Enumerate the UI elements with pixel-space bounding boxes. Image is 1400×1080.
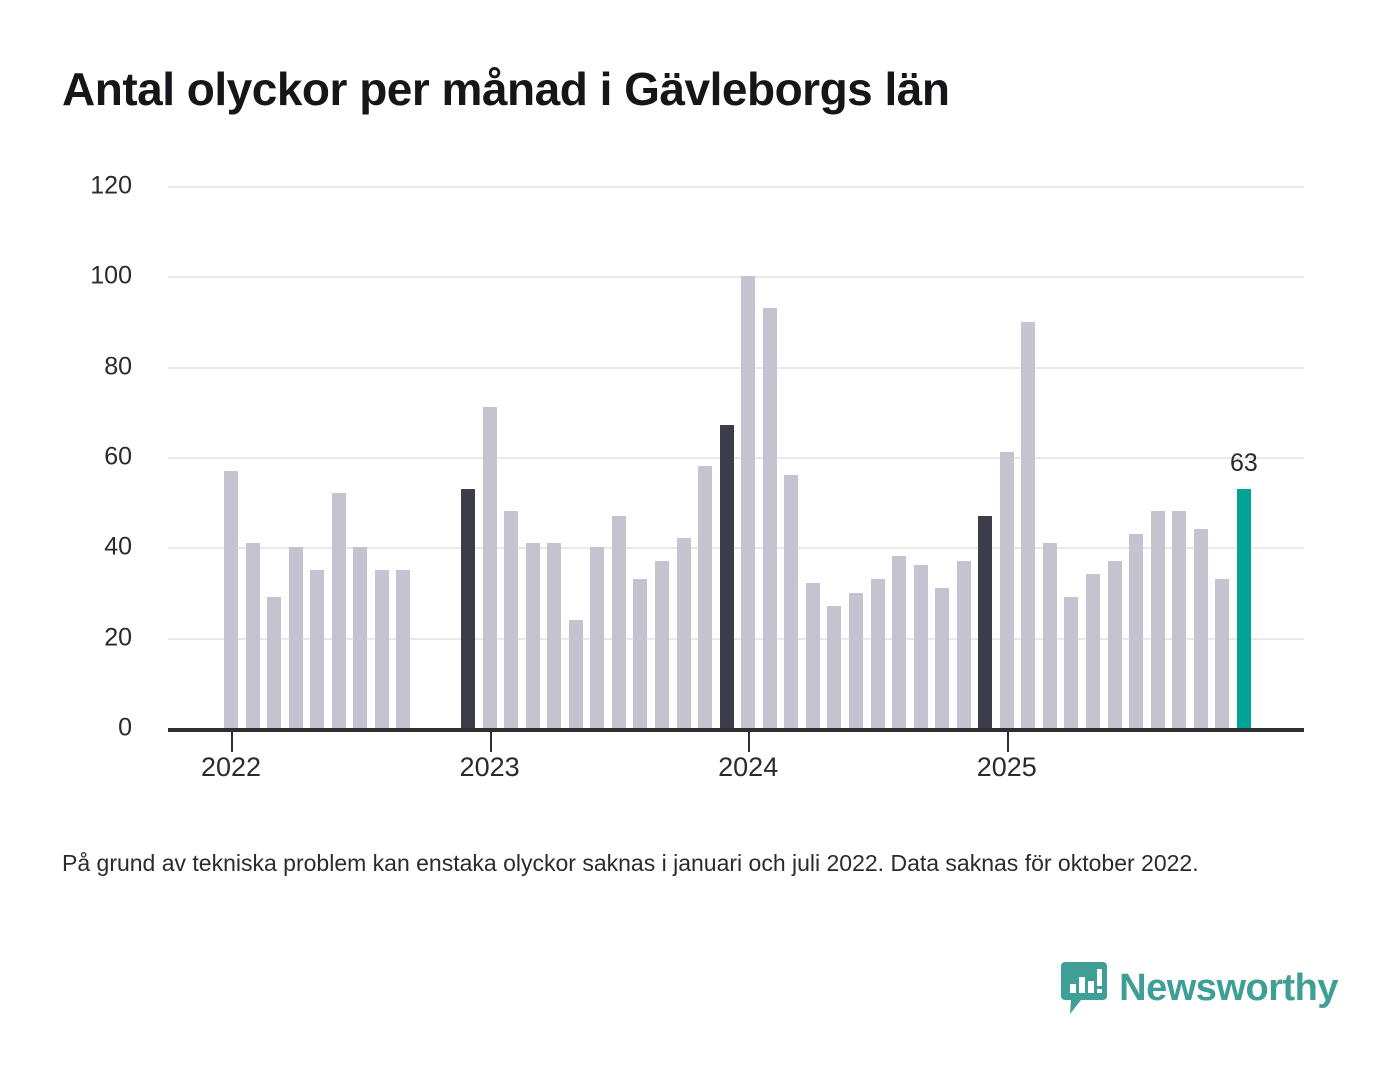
- bar[interactable]: [224, 470, 238, 728]
- y-axis-tick-label: 80: [104, 352, 132, 381]
- bar[interactable]: [590, 547, 605, 728]
- x-axis-tick-mark: [489, 732, 492, 752]
- bar[interactable]: [1107, 560, 1122, 728]
- gridline: [168, 366, 1304, 369]
- y-axis-tick-label: 20: [104, 623, 132, 652]
- bar[interactable]: [461, 488, 476, 728]
- x-axis-tick-label: 2022: [200, 752, 262, 782]
- y-axis-tick-label: 40: [104, 532, 132, 561]
- bar[interactable]: [978, 515, 993, 728]
- bars-layer: [168, 170, 1308, 728]
- bar-value-label: 63: [1229, 448, 1258, 477]
- bar[interactable]: [374, 569, 389, 728]
- newsworthy-logo: Newsworthy: [1061, 962, 1338, 1014]
- x-axis-line: [168, 728, 1304, 732]
- x-axis-tick-label: 2024: [718, 752, 779, 782]
- bar[interactable]: [698, 466, 713, 728]
- bar[interactable]: [784, 475, 799, 728]
- bar[interactable]: [1021, 321, 1036, 728]
- bar[interactable]: [353, 547, 368, 728]
- bar[interactable]: [245, 542, 260, 728]
- bar[interactable]: [913, 565, 928, 728]
- bar[interactable]: [547, 542, 562, 728]
- gridline: [168, 186, 1304, 188]
- bar[interactable]: [267, 597, 282, 728]
- bar[interactable]: [848, 592, 863, 728]
- bar[interactable]: [655, 560, 669, 728]
- bar[interactable]: [331, 493, 346, 728]
- bar[interactable]: [1150, 511, 1165, 728]
- gridline: [168, 276, 1304, 279]
- y-axis-tick-label: 0: [118, 713, 132, 742]
- page-title: Antal olyckor per månad i Gävleborgs län: [62, 63, 950, 115]
- bar[interactable]: [482, 407, 497, 728]
- logo-wordmark: Newsworthy: [1119, 966, 1338, 1009]
- bar[interactable]: [1193, 529, 1208, 728]
- y-axis-tick-label: 120: [90, 171, 132, 200]
- bar[interactable]: [1086, 574, 1100, 728]
- x-axis-tick-label: 2025: [976, 752, 1037, 782]
- bar[interactable]: [1172, 511, 1187, 728]
- bar[interactable]: [805, 583, 820, 728]
- gridline: [168, 637, 1304, 640]
- bar[interactable]: [827, 606, 842, 728]
- bar[interactable]: [1215, 578, 1230, 728]
- chart-plot-area: [168, 170, 1304, 730]
- y-axis-tick-label: 100: [90, 261, 132, 290]
- bar[interactable]: [892, 556, 907, 728]
- bar[interactable]: [719, 425, 734, 728]
- x-axis-tick-label: 2023: [459, 752, 520, 782]
- bar[interactable]: [611, 515, 626, 728]
- x-axis-tick-mark: [748, 732, 751, 752]
- bar[interactable]: [956, 560, 971, 728]
- bar[interactable]: [999, 452, 1014, 728]
- bar-chart-speech-bubble-icon: [1061, 962, 1108, 1014]
- bar[interactable]: [310, 569, 325, 728]
- bar[interactable]: [762, 307, 777, 728]
- bar[interactable]: [504, 511, 519, 728]
- bar[interactable]: [1236, 488, 1251, 728]
- x-axis-tick-mark: [231, 732, 233, 752]
- bar[interactable]: [396, 569, 411, 728]
- bar[interactable]: [568, 619, 583, 728]
- bar[interactable]: [1129, 533, 1144, 728]
- y-axis-tick-label: 60: [104, 442, 132, 471]
- bar[interactable]: [633, 578, 648, 728]
- gridline: [168, 547, 1304, 550]
- gridline: [168, 457, 1304, 459]
- x-axis-tick-mark: [1006, 732, 1009, 752]
- bar[interactable]: [676, 538, 691, 728]
- bar[interactable]: [935, 587, 950, 728]
- bar[interactable]: [288, 547, 303, 728]
- bar[interactable]: [1064, 597, 1079, 728]
- bar[interactable]: [1042, 542, 1057, 728]
- bar[interactable]: [741, 276, 756, 728]
- bar[interactable]: [870, 578, 885, 728]
- bar[interactable]: [525, 542, 540, 728]
- chart-footnote: På grund av tekniska problem kan enstaka…: [62, 850, 1199, 876]
